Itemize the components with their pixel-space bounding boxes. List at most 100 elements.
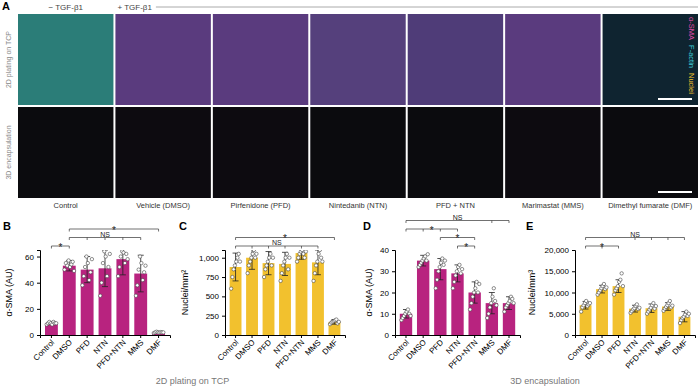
data-point <box>105 274 108 277</box>
micrograph <box>18 107 113 198</box>
data-point <box>119 255 122 258</box>
bracket-drop <box>509 221 510 224</box>
tick-label: PFD <box>74 338 92 356</box>
tick-mark <box>618 335 619 338</box>
significance-bracket: * <box>406 225 458 236</box>
bracket-drop <box>684 238 685 241</box>
data-point <box>409 314 412 317</box>
y-tick: 5,000 <box>549 310 575 319</box>
error-bar <box>315 250 321 275</box>
data-point <box>103 250 106 253</box>
data-point <box>265 264 268 267</box>
y-tick: 750 <box>206 273 225 282</box>
data-point <box>425 259 428 262</box>
data-point <box>638 306 641 309</box>
data-point <box>144 264 147 267</box>
significance-label: NS <box>630 231 640 238</box>
data-point <box>478 282 481 285</box>
data-point <box>426 253 429 256</box>
data-point <box>671 304 674 307</box>
tick-mark <box>285 335 286 338</box>
tick-mark <box>602 335 603 338</box>
bracket-drop <box>474 246 475 249</box>
tick-mark <box>651 335 652 338</box>
data-point <box>231 275 234 278</box>
micrograph <box>505 14 600 105</box>
panel: 010203040ControlDMSOPFDNTNPFD+NTNMMSDMFα… <box>363 214 521 371</box>
data-point <box>319 256 322 259</box>
data-point <box>229 287 232 290</box>
error-cap <box>266 274 272 275</box>
y-axis-title: α-SMA (AU) <box>4 268 14 316</box>
data-point <box>140 261 143 264</box>
significance-bracket: * <box>458 242 475 253</box>
tick-mark <box>684 335 685 338</box>
x-tick: PFD <box>427 335 445 356</box>
significance-label: NS <box>453 214 463 221</box>
data-point <box>304 250 307 253</box>
tick-mark <box>392 335 395 336</box>
tick-mark <box>222 258 225 259</box>
tick-label: 750 <box>206 273 220 282</box>
data-point <box>620 272 623 275</box>
y-tick: 30 <box>380 267 395 276</box>
tick-label: 20 <box>25 305 34 314</box>
error-bar <box>84 257 90 283</box>
error-cap <box>84 282 90 283</box>
data-point <box>406 308 409 311</box>
data-point <box>269 252 272 255</box>
column-label: Pirfenidone (PFD) <box>231 201 292 210</box>
data-point <box>248 260 251 263</box>
micrograph <box>18 14 113 105</box>
tick-mark <box>423 335 424 338</box>
data-point <box>90 257 93 260</box>
bracket-drop <box>140 238 141 241</box>
significance-label: NS <box>100 231 110 238</box>
data-point <box>435 278 438 281</box>
tick-label: 0 <box>215 331 220 340</box>
y-axis: 05,00010,00015,00020,000 <box>545 246 576 340</box>
tick-label: 20,000 <box>545 246 570 255</box>
bracket-drop <box>651 238 652 241</box>
y-axis: 02505007501,000 <box>199 251 226 341</box>
data-point <box>337 320 340 323</box>
data-point <box>280 271 283 274</box>
bar <box>662 307 674 335</box>
tick-mark <box>235 335 236 338</box>
bracket-drop <box>474 238 475 241</box>
data-point <box>314 264 317 267</box>
tick-label: 10,000 <box>545 289 570 298</box>
tick-mark <box>334 335 335 338</box>
tick-mark <box>37 335 40 336</box>
bracket-drop <box>317 246 318 249</box>
data-point <box>511 297 514 300</box>
row-label: 2D plating on TCP <box>5 31 13 88</box>
data-point <box>141 278 144 281</box>
tick-mark <box>301 335 302 338</box>
x-tick: DMF <box>321 335 340 357</box>
micrograph <box>115 107 210 198</box>
tick-mark <box>572 271 575 272</box>
tick-label: 10 <box>380 310 389 319</box>
tick-label: DMSO <box>51 338 74 361</box>
axis-line <box>226 336 346 339</box>
channel-label: F-actin <box>687 45 696 68</box>
tick-mark <box>509 335 510 338</box>
data-point <box>126 257 129 260</box>
x-tick: PFD+NTN <box>95 335 128 371</box>
scale-bar <box>658 191 692 193</box>
data-point <box>492 287 495 290</box>
condition-line <box>156 7 698 8</box>
scale-bar <box>658 98 692 100</box>
panel: 02505007501,000ControlDMSOPFDNTNPFD+NTNM… <box>179 220 346 371</box>
y-tick: 10,000 <box>545 289 575 298</box>
error-cap <box>282 275 288 276</box>
bracket-drop <box>667 238 668 241</box>
y-axis: 0204060 <box>25 251 40 341</box>
bracket-drop <box>491 221 492 224</box>
x-tick: DMF <box>495 335 514 357</box>
bar <box>417 261 429 335</box>
bracket-drop <box>457 246 458 249</box>
significance-bracket: * <box>440 233 474 244</box>
micrograph <box>603 107 698 198</box>
